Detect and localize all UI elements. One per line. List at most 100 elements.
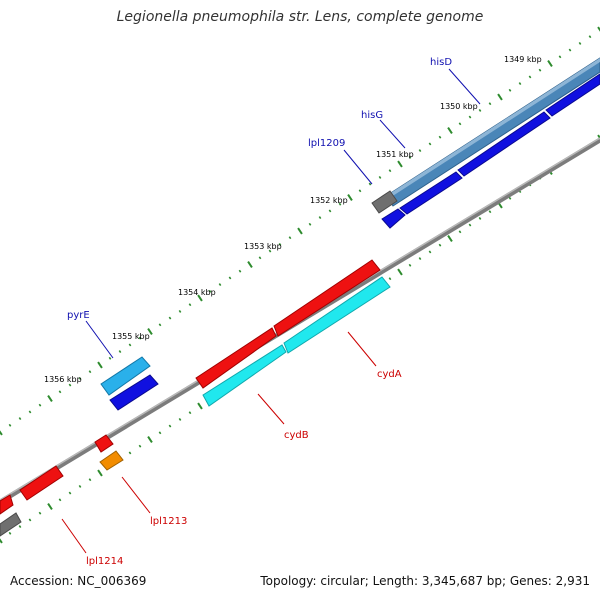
inner-tick xyxy=(397,268,403,276)
outer-tick xyxy=(328,209,332,213)
outer-tick xyxy=(297,227,303,235)
outer-tick xyxy=(47,395,53,402)
inner-tick xyxy=(28,518,32,522)
inner-tick xyxy=(88,478,92,482)
outer-tick xyxy=(208,289,212,293)
feature-lightblue-gene-pyrE xyxy=(100,356,151,396)
outer-tick xyxy=(97,361,103,369)
gene-label-hisG: hisG xyxy=(361,110,383,121)
outer-tick xyxy=(58,390,62,394)
outer-tick xyxy=(147,328,153,335)
inner-tick xyxy=(197,402,203,410)
outer-tick xyxy=(318,216,322,220)
outer-tick xyxy=(578,41,582,45)
outer-tick xyxy=(158,323,162,327)
feature-steelblue-band-top xyxy=(386,58,600,199)
feature-cyan-gene-cydB-b xyxy=(283,276,391,354)
outer-tick xyxy=(218,283,222,287)
outer-tick xyxy=(108,356,112,360)
inner-tick xyxy=(428,250,432,254)
outer-tick xyxy=(88,370,92,374)
outer-tick xyxy=(268,249,272,253)
inner-tick xyxy=(438,243,442,247)
inner-tick xyxy=(18,525,22,529)
outer-tick xyxy=(0,430,3,436)
leader-line-pyrE xyxy=(85,320,114,359)
inner-tick xyxy=(68,491,72,495)
feature-red-gene-cydA-a xyxy=(195,327,277,389)
inner-tick xyxy=(178,417,182,421)
inner-tick xyxy=(8,531,12,535)
leader-line-lpl1209 xyxy=(343,149,373,185)
outer-tick xyxy=(18,417,22,421)
leader-line-lpl1213 xyxy=(121,476,151,514)
outer-tick xyxy=(8,423,12,427)
inner-tick xyxy=(97,469,103,477)
leader-line-cydB xyxy=(257,393,285,425)
outer-tick xyxy=(568,48,572,52)
outer-tick xyxy=(247,261,253,268)
feature-darkblue-gene-hisG xyxy=(457,111,551,177)
inner-tick xyxy=(168,424,172,428)
inner-tick xyxy=(188,411,192,415)
outer-tick xyxy=(597,26,600,32)
outer-tick xyxy=(547,60,553,67)
outer-tick xyxy=(397,160,403,168)
outer-tick xyxy=(588,35,592,39)
outer-tick xyxy=(68,383,72,387)
outer-tick xyxy=(478,108,482,112)
feature-darkblue-gene-pyrE-lower xyxy=(109,374,159,411)
kbp-label-1354: 1354 kbp xyxy=(178,288,216,297)
outer-tick xyxy=(278,242,282,246)
inner-tick xyxy=(78,484,82,488)
outer-tick xyxy=(228,276,232,280)
inner-tick xyxy=(138,444,142,448)
outer-tick xyxy=(378,175,382,179)
feature-red-gene-lpl1214 xyxy=(19,465,64,501)
outer-tick xyxy=(458,122,462,126)
inner-tick xyxy=(158,431,162,435)
gene-label-lpl1214: lpl1214 xyxy=(86,556,123,567)
leader-line-hisD xyxy=(448,68,481,105)
kbp-label-1356: 1356 kbp xyxy=(44,375,82,384)
outer-tick xyxy=(518,82,522,86)
inner-tick xyxy=(388,277,392,281)
gene-label-cydB: cydB xyxy=(284,430,309,441)
outer-tick xyxy=(468,115,472,119)
outer-tick xyxy=(138,336,142,340)
outer-tick xyxy=(497,93,503,101)
feature-red-gene-left-edge xyxy=(0,494,14,515)
inner-tick xyxy=(0,538,3,544)
inner-tick xyxy=(147,436,153,443)
outer-tick xyxy=(308,222,312,226)
feature-gray-gene-lpl1209 xyxy=(371,190,398,214)
leader-line-hisG xyxy=(379,119,406,149)
outer-tick xyxy=(528,75,532,79)
outer-tick xyxy=(347,194,353,201)
outer-tick xyxy=(428,142,432,146)
inner-tick xyxy=(38,511,42,515)
outer-tick xyxy=(538,68,542,72)
inner-tick xyxy=(478,216,482,220)
outer-tick xyxy=(388,169,392,173)
kbp-label-1351: 1351 kbp xyxy=(376,150,414,159)
feature-darkblue-gene-2 xyxy=(399,171,463,215)
feature-orange-gene-lpl1213 xyxy=(99,450,124,471)
leader-line-cydA xyxy=(347,331,377,367)
outer-tick xyxy=(238,269,242,273)
map-title: Legionella pneumophila str. Lens, comple… xyxy=(116,9,484,25)
outer-tick xyxy=(28,410,32,414)
kbp-label-1350: 1350 kbp xyxy=(440,102,478,111)
inner-tick xyxy=(508,196,512,200)
outer-tick xyxy=(368,182,372,186)
outer-tick xyxy=(488,102,492,106)
outer-tick xyxy=(188,303,192,307)
leader-line-lpl1214 xyxy=(61,518,87,554)
inner-tick xyxy=(458,230,462,234)
genome-summary-text: Topology: circular; Length: 3,345,687 bp… xyxy=(260,574,590,588)
outer-tick xyxy=(418,149,422,153)
outer-tick xyxy=(197,294,203,302)
inner-tick xyxy=(597,134,600,140)
